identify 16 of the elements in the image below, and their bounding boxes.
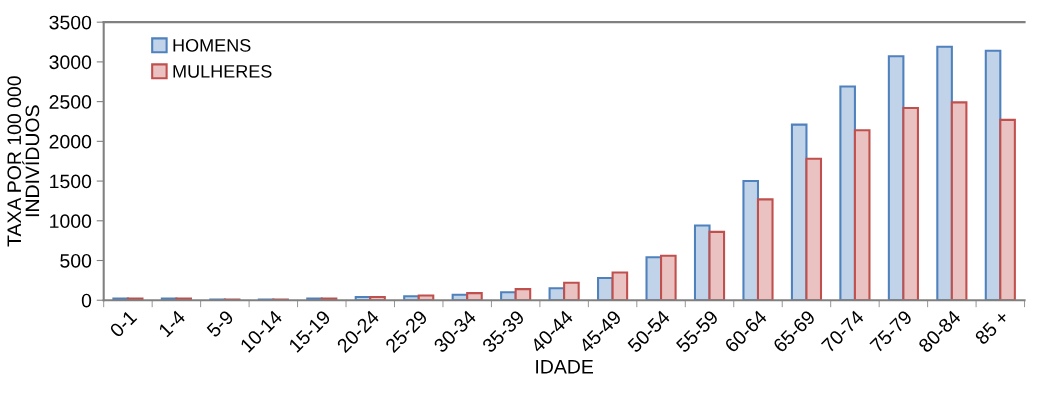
y-tick-label: 2000	[49, 134, 92, 149]
legend-label: HOMENS	[173, 38, 251, 52]
y-tick-label: 500	[60, 253, 92, 268]
x-axis-title: IDADE	[536, 360, 593, 374]
y-tick-label: 3000	[49, 55, 92, 70]
y-tick-label: 3500	[49, 15, 92, 30]
x-tick-label: 1-4	[158, 309, 186, 338]
y-tick-label: 1000	[50, 214, 92, 229]
x-tick-label: 85 +	[974, 309, 1010, 346]
y-tick-label: 0	[81, 293, 92, 308]
y-tick-label: 1500	[50, 174, 92, 189]
y-tick-label: 2500	[49, 95, 92, 109]
x-tick-label: 5-9	[205, 309, 235, 338]
y-axis-title: TAXA POR 100 000 INDIVÍDUOS	[7, 76, 40, 247]
x-tick-label: 0-1	[108, 309, 138, 338]
legend-label: MULHERES	[173, 64, 272, 78]
